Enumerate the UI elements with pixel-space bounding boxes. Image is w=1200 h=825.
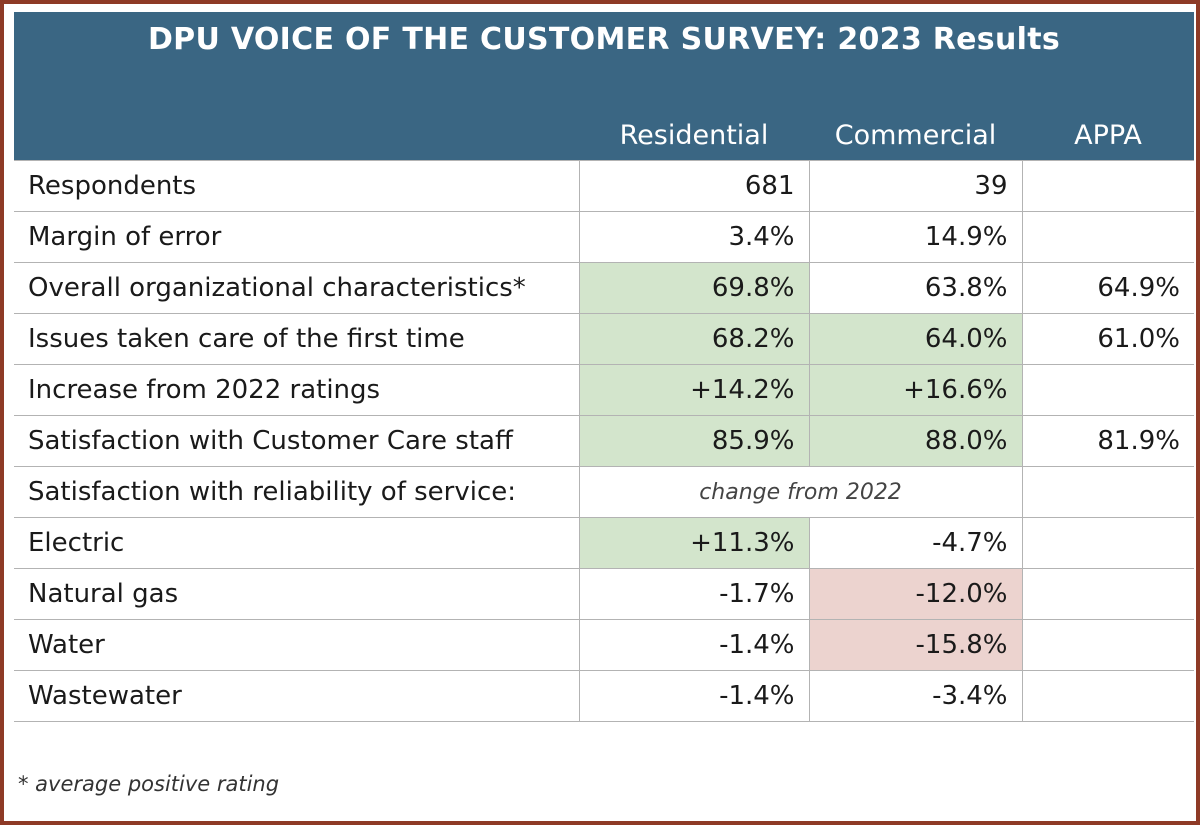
residential-value: 69.8%: [578, 262, 810, 314]
residential-value: -1.4%: [578, 619, 810, 671]
table-row: Satisfaction with reliability of service…: [14, 466, 1194, 518]
header-band: DPU VOICE OF THE CUSTOMER SURVEY: 2023 R…: [14, 12, 1194, 160]
commercial-value: -12.0%: [808, 568, 1023, 620]
table-row: Wastewater -1.4% -3.4%: [14, 670, 1194, 722]
appa-value: [1021, 364, 1194, 416]
commercial-value: +16.6%: [808, 364, 1023, 416]
commercial-value: -3.4%: [808, 670, 1023, 722]
row-label: Electric: [14, 517, 580, 569]
appa-value: [1021, 517, 1194, 569]
page-title: DPU VOICE OF THE CUSTOMER SURVEY: 2023 R…: [147, 22, 1060, 57]
commercial-value: 39: [808, 160, 1023, 212]
table-row: Issues taken care of the first time 68.2…: [14, 313, 1194, 365]
row-label: Wastewater: [14, 670, 580, 722]
residential-value: 681: [578, 160, 810, 212]
row-label: Margin of error: [14, 211, 580, 263]
change-note: change from 2022: [578, 466, 1023, 518]
results-table: Respondents 681 39 Margin of error 3.4% …: [14, 160, 1194, 777]
table-row: Respondents 681 39: [14, 160, 1194, 212]
commercial-value: -15.8%: [808, 619, 1023, 671]
appa-value: [1021, 211, 1194, 263]
residential-value: -1.7%: [578, 568, 810, 620]
table-row: Margin of error 3.4% 14.9%: [14, 211, 1194, 263]
commercial-value: 88.0%: [808, 415, 1023, 467]
residential-value: 85.9%: [578, 415, 810, 467]
row-label: Natural gas: [14, 568, 580, 620]
appa-value: [1021, 568, 1194, 620]
appa-value: 64.9%: [1021, 262, 1194, 314]
row-label: Respondents: [14, 160, 580, 212]
commercial-value: -4.7%: [808, 517, 1023, 569]
table-row: Natural gas -1.7% -12.0%: [14, 568, 1194, 620]
column-header-commercial: Commercial: [834, 120, 997, 151]
table-row: Overall organizational characteristics* …: [14, 262, 1194, 314]
commercial-value: 63.8%: [808, 262, 1023, 314]
column-header-appa: APPA: [1074, 120, 1142, 151]
row-label: Overall organizational characteristics*: [14, 262, 580, 314]
table-row: Electric +11.3% -4.7%: [14, 517, 1194, 569]
residential-value: -1.4%: [578, 670, 810, 722]
appa-value: [1021, 619, 1194, 671]
table-row: Satisfaction with Customer Care staff 85…: [14, 415, 1194, 467]
row-label: Satisfaction with reliability of service…: [14, 466, 580, 518]
table-row: Water -1.4% -15.8%: [14, 619, 1194, 671]
appa-value: [1021, 466, 1194, 518]
commercial-value: 14.9%: [808, 211, 1023, 263]
appa-value: 81.9%: [1021, 415, 1194, 467]
footnote: * average positive rating: [18, 772, 280, 796]
appa-value: 61.0%: [1021, 313, 1194, 365]
row-label: Increase from 2022 ratings: [14, 364, 580, 416]
commercial-value: 64.0%: [808, 313, 1023, 365]
column-header-residential: Residential: [619, 120, 769, 151]
appa-value: [1021, 670, 1194, 722]
spacer-row: [14, 721, 1194, 777]
appa-value: [1021, 160, 1194, 212]
table-row: Increase from 2022 ratings +14.2% +16.6%: [14, 364, 1194, 416]
row-label: Issues taken care of the first time: [14, 313, 580, 365]
residential-value: +14.2%: [578, 364, 810, 416]
row-label: Water: [14, 619, 580, 671]
residential-value: +11.3%: [578, 517, 810, 569]
residential-value: 68.2%: [578, 313, 810, 365]
residential-value: 3.4%: [578, 211, 810, 263]
row-label: Satisfaction with Customer Care staff: [14, 415, 580, 467]
